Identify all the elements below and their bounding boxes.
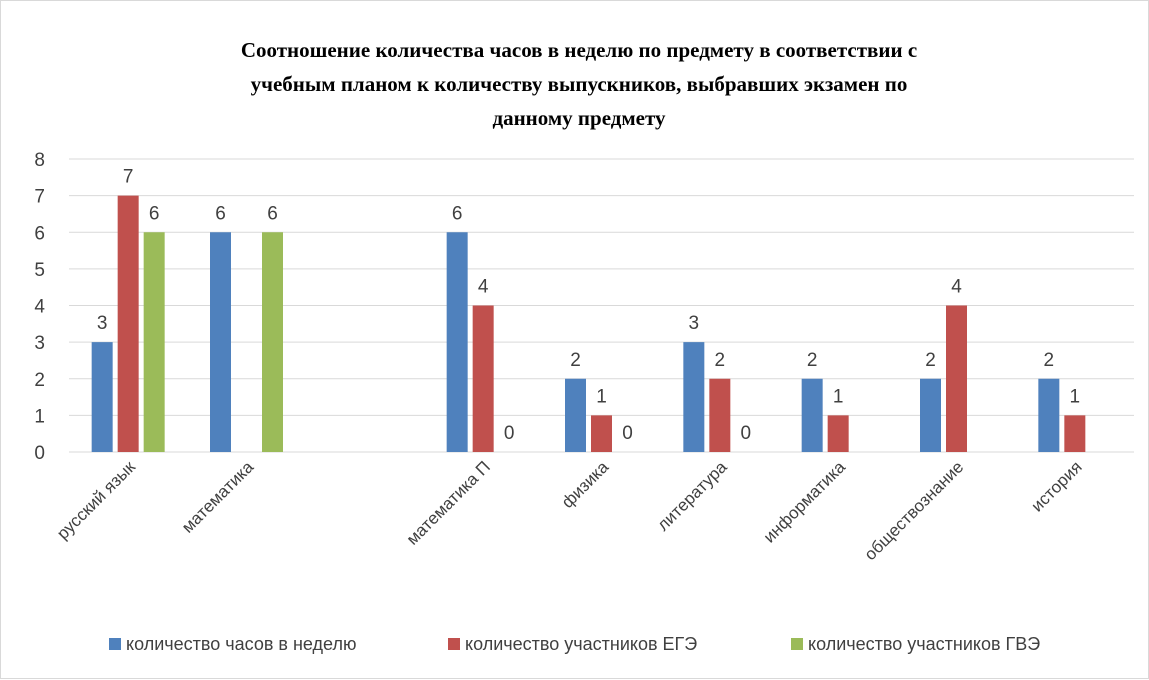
x-axis-category-labels: русский язык математика математика П физика… — [53, 457, 1086, 564]
legend-swatch-1 — [109, 638, 121, 650]
x-category-label-1: русский язык — [53, 457, 139, 543]
bar-1-1 — [91, 342, 113, 452]
x-category-label-4: математика П — [403, 457, 494, 548]
data-label-4-2: 4 — [478, 277, 489, 298]
data-label-5-2: 1 — [596, 386, 607, 407]
x-category-label-9: история — [1028, 457, 1086, 515]
legend-label-1: количество часов в неделю — [126, 634, 356, 654]
bar-4-1 — [446, 232, 468, 452]
bar-2-1 — [210, 232, 231, 452]
bar-8-2 — [946, 305, 967, 452]
data-label-9-1: 2 — [1044, 350, 1055, 371]
x-category-label-6: литература — [653, 457, 731, 535]
data-label-6-3: 0 — [741, 423, 752, 444]
x-category-label-7: информатика — [760, 457, 850, 547]
bar-2-3 — [262, 232, 283, 452]
legend: количество часов в неделю количество учас… — [109, 634, 1040, 654]
bar-8-1 — [920, 378, 941, 452]
chart-title-line-3: данному предмету — [492, 106, 666, 130]
bar-9-2 — [1064, 415, 1086, 452]
y-tick-label-3: 3 — [34, 333, 45, 354]
y-tick-label-4: 4 — [34, 297, 45, 318]
bar-9-1 — [1038, 378, 1060, 452]
x-category-label-5: физика — [558, 457, 613, 512]
data-label-1-3: 6 — [149, 203, 160, 224]
legend-label-2: количество участников ЕГЭ — [465, 634, 697, 654]
chart-title: Соотношение количества часов в неделю по… — [241, 38, 917, 130]
bar-7-2 — [827, 415, 849, 452]
chart-title-line-1: Соотношение количества часов в неделю по… — [241, 38, 917, 62]
gridlines — [69, 158, 1134, 453]
bar-1-3 — [143, 232, 165, 452]
data-label-8-1: 2 — [925, 350, 936, 371]
data-label-6-2: 2 — [715, 350, 726, 371]
data-label-4-3: 0 — [504, 423, 515, 444]
bar-5-1 — [565, 378, 586, 452]
data-label-1-1: 3 — [97, 313, 108, 334]
y-tick-label-0: 0 — [34, 443, 45, 464]
legend-swatch-3 — [791, 638, 803, 650]
legend-swatch-2 — [448, 638, 460, 650]
data-label-4-1: 6 — [452, 203, 463, 224]
data-label-2-1: 6 — [215, 203, 226, 224]
y-tick-label-5: 5 — [34, 260, 45, 281]
y-tick-label-6: 6 — [34, 223, 45, 244]
data-label-6-1: 3 — [689, 313, 700, 334]
y-axis-tick-labels: 0 1 2 3 4 5 6 7 8 — [34, 150, 45, 464]
data-label-9-2: 1 — [1070, 386, 1081, 407]
bar-7-1 — [801, 378, 823, 452]
x-category-label-2: математика — [178, 457, 258, 537]
y-tick-label-1: 1 — [34, 406, 45, 427]
bar-1-2 — [117, 195, 139, 452]
chart-title-line-2: учебным планом к количеству выпускников,… — [251, 72, 908, 96]
data-label-5-1: 2 — [570, 350, 581, 371]
data-label-1-2: 7 — [123, 167, 134, 188]
y-tick-label-8: 8 — [34, 150, 45, 171]
data-label-8-2: 4 — [951, 277, 962, 298]
y-tick-label-2: 2 — [34, 370, 45, 391]
data-label-7-1: 2 — [807, 350, 818, 371]
data-label-2-3: 6 — [267, 203, 278, 224]
y-tick-label-7: 7 — [34, 187, 45, 208]
data-label-5-3: 0 — [622, 423, 633, 444]
bar-4-2 — [472, 305, 494, 452]
bars — [91, 195, 1086, 452]
legend-label-3: количество участников ГВЭ — [808, 634, 1040, 654]
x-category-label-8: обществознание — [861, 457, 968, 564]
bar-6-1 — [683, 342, 705, 452]
bar-5-2 — [591, 415, 612, 452]
data-label-7-2: 1 — [833, 386, 844, 407]
bar-6-2 — [709, 378, 731, 452]
